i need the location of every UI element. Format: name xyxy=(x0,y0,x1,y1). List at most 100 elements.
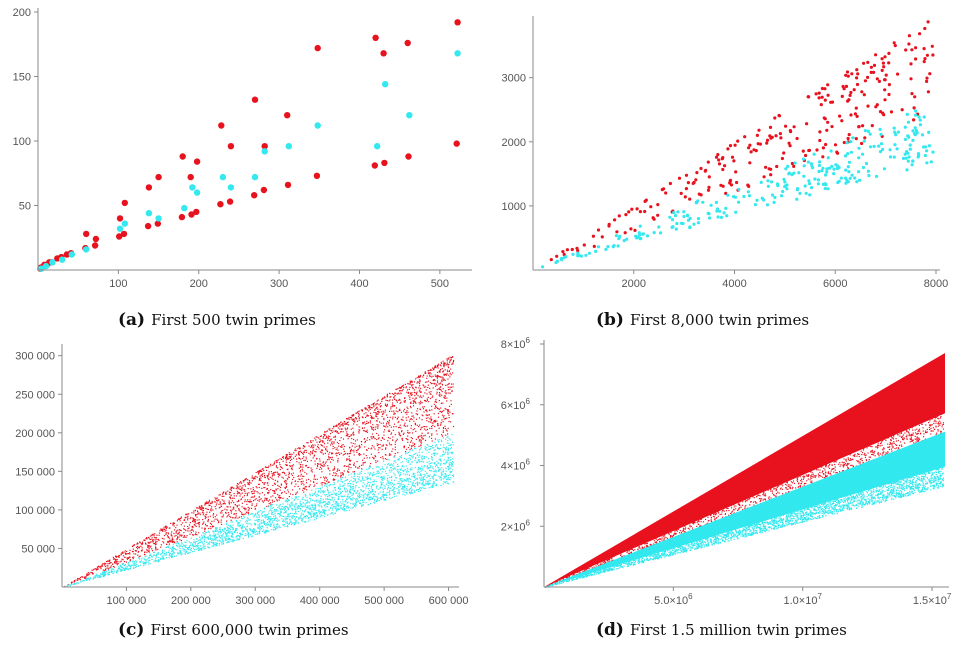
data-point xyxy=(213,530,215,532)
data-point xyxy=(145,543,147,545)
data-point xyxy=(368,485,370,487)
data-point xyxy=(360,454,362,456)
data-point xyxy=(354,504,356,506)
data-point xyxy=(222,540,224,543)
data-point xyxy=(156,560,158,562)
data-point xyxy=(322,440,324,442)
data-point xyxy=(105,573,107,575)
data-point xyxy=(444,369,446,371)
data-point xyxy=(445,374,447,376)
data-point xyxy=(308,511,310,513)
caption-a-label: (a) xyxy=(118,310,146,330)
data-point xyxy=(427,384,429,386)
data-point xyxy=(319,511,321,513)
data-point xyxy=(215,527,217,529)
data-point xyxy=(168,527,170,529)
data-point xyxy=(643,199,647,203)
data-point xyxy=(875,174,879,178)
data-point xyxy=(350,493,352,495)
data-point xyxy=(847,170,851,174)
data-point xyxy=(592,244,596,248)
data-point xyxy=(409,386,411,388)
data-point xyxy=(426,466,428,468)
data-point xyxy=(132,551,134,553)
data-point xyxy=(447,378,449,380)
data-point xyxy=(236,490,238,492)
data-point xyxy=(91,569,93,571)
data-point xyxy=(789,130,793,134)
data-point xyxy=(394,455,396,457)
data-point xyxy=(437,375,439,377)
data-point xyxy=(320,463,322,465)
data-point xyxy=(377,438,380,440)
data-point xyxy=(245,511,247,513)
data-point xyxy=(263,531,265,533)
data-point xyxy=(418,435,420,437)
data-point xyxy=(334,472,336,474)
data-point xyxy=(172,540,174,542)
data-point xyxy=(342,473,344,475)
data-point xyxy=(400,392,402,394)
data-point xyxy=(290,473,292,475)
data-point xyxy=(320,514,322,516)
data-point xyxy=(261,470,263,473)
data-point xyxy=(90,571,92,574)
data-point xyxy=(384,458,386,460)
data-point xyxy=(411,418,413,421)
data-point xyxy=(247,479,249,481)
data-point xyxy=(340,431,342,433)
data-point xyxy=(247,506,249,508)
data-point xyxy=(313,455,315,457)
data-point xyxy=(208,500,210,503)
data-point xyxy=(327,483,329,485)
data-point xyxy=(238,492,241,494)
data-point xyxy=(410,447,413,449)
data-point xyxy=(346,465,348,468)
data-point xyxy=(379,486,381,489)
data-point xyxy=(219,512,222,514)
data-point xyxy=(193,541,195,543)
data-point xyxy=(407,407,409,410)
data-point xyxy=(190,545,192,547)
data-point xyxy=(406,413,408,415)
data-point xyxy=(217,540,219,542)
data-point xyxy=(225,533,227,535)
data-point xyxy=(332,490,334,492)
data-point xyxy=(390,497,392,499)
data-point xyxy=(417,375,420,377)
data-point xyxy=(422,406,424,408)
data-point xyxy=(315,518,318,520)
data-point xyxy=(350,448,352,450)
data-point xyxy=(347,489,349,492)
data-point xyxy=(413,420,415,422)
data-point xyxy=(825,167,829,171)
data-point xyxy=(139,558,141,560)
data-point xyxy=(215,508,217,510)
data-point xyxy=(190,537,192,539)
data-point xyxy=(447,363,449,366)
data-point xyxy=(274,492,276,494)
data-point xyxy=(351,445,353,447)
data-point xyxy=(398,420,400,422)
data-point xyxy=(144,542,147,544)
data-point xyxy=(342,444,344,446)
data-point xyxy=(110,566,112,568)
data-point xyxy=(429,427,431,430)
data-point xyxy=(391,404,394,406)
data-point xyxy=(196,516,198,518)
chart-c: 100 000 200 000 300 000 400 000 500 000 600 0… xyxy=(15,344,468,607)
data-point xyxy=(355,417,357,419)
data-point xyxy=(116,559,118,561)
data-point xyxy=(452,444,454,446)
data-point xyxy=(887,83,891,87)
data-point xyxy=(212,542,214,544)
data-point xyxy=(320,449,322,451)
data-point xyxy=(175,534,177,537)
data-point xyxy=(276,524,278,526)
data-point xyxy=(242,517,244,520)
data-point xyxy=(80,581,82,583)
data-point xyxy=(373,481,375,483)
data-point xyxy=(445,476,447,478)
data-point xyxy=(322,511,324,513)
